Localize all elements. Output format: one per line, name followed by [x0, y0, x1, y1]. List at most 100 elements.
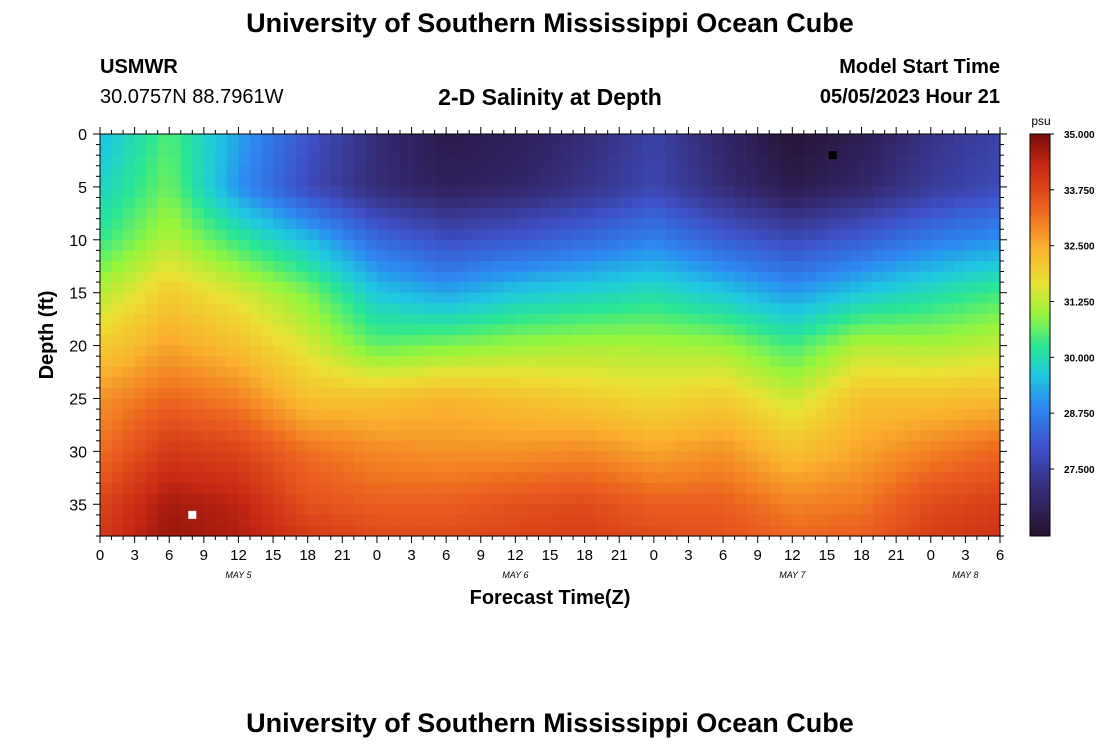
heatmap-cell [723, 292, 736, 304]
heatmap-cell [653, 239, 666, 251]
heatmap-cell [342, 451, 355, 463]
heatmap-cell [792, 303, 805, 315]
heatmap-cell [930, 356, 943, 368]
heatmap-cell [423, 345, 436, 357]
heatmap-cell [838, 229, 851, 241]
heatmap-cell [238, 366, 251, 378]
heatmap-cell [515, 260, 528, 273]
heatmap-cell [376, 208, 390, 220]
heatmap-cell [596, 366, 609, 378]
heatmap-cell [503, 176, 516, 188]
heatmap-cell [376, 250, 390, 262]
heatmap-cell [734, 419, 747, 431]
heatmap-cell [619, 387, 632, 400]
heatmap-cell [803, 239, 816, 251]
heatmap-cell [711, 419, 724, 431]
heatmap-cell [953, 218, 966, 230]
heatmap-cell [619, 514, 632, 527]
heatmap-cell [411, 176, 424, 188]
heatmap-cell [792, 398, 805, 410]
heatmap-cell [884, 186, 897, 199]
heatmap-cell [619, 208, 632, 220]
heatmap-cell [676, 165, 690, 177]
heatmap-cell [815, 409, 828, 421]
heatmap-cell [180, 155, 193, 167]
heatmap-cell [907, 335, 920, 347]
heatmap-cell [896, 186, 909, 199]
heatmap-cell [434, 345, 447, 357]
heatmap-cell [550, 218, 563, 230]
heatmap-cell [653, 303, 666, 315]
heatmap-cell [803, 472, 816, 484]
heatmap-cell [180, 208, 193, 220]
heatmap-cell [850, 250, 863, 262]
heatmap-cell [192, 144, 205, 156]
heatmap-cell [273, 218, 286, 230]
heatmap-cell [873, 176, 886, 188]
heatmap-cell [630, 345, 643, 357]
heatmap-cell [619, 271, 632, 283]
heatmap-cell [111, 366, 124, 378]
heatmap-cell [953, 260, 966, 273]
heatmap-cell [284, 366, 297, 378]
heatmap-cell [123, 366, 136, 378]
heatmap-cell [215, 271, 228, 283]
heatmap-cell [111, 134, 124, 146]
heatmap-cell [365, 239, 378, 251]
heatmap-cell [907, 303, 920, 315]
heatmap-cell [757, 483, 770, 495]
heatmap-cell [100, 409, 113, 421]
heatmap-cell [515, 176, 528, 188]
heatmap-cell [907, 186, 920, 199]
heatmap-cell [838, 483, 851, 495]
heatmap-cell [596, 356, 609, 368]
heatmap-cell [619, 504, 632, 516]
heatmap-cell [169, 197, 182, 209]
heatmap-cell [526, 218, 540, 230]
heatmap-cell [700, 250, 713, 262]
heatmap-cell [665, 144, 678, 156]
heatmap-cell [711, 165, 724, 177]
heatmap-cell [169, 504, 182, 516]
heatmap-cell [757, 356, 770, 368]
heatmap-cell [307, 186, 320, 199]
heatmap-cell [976, 345, 990, 357]
heatmap-cell [596, 134, 609, 146]
heatmap-cell [365, 271, 378, 283]
heatmap-cell [930, 398, 943, 410]
maximum-marker [188, 510, 197, 519]
heatmap-cell [584, 176, 597, 188]
heatmap-cell [215, 218, 228, 230]
heatmap-cell [400, 186, 413, 199]
heatmap-cell [676, 366, 690, 378]
heatmap-cell [469, 208, 482, 220]
heatmap-cell [953, 504, 966, 516]
heatmap-cell [550, 451, 563, 463]
heatmap-cell [469, 398, 482, 410]
heatmap-cell [561, 155, 574, 167]
heatmap-cell [192, 197, 205, 209]
heatmap-cell [100, 229, 113, 241]
heatmap-cell [942, 292, 955, 304]
heatmap-cell [700, 292, 713, 304]
heatmap-cell [388, 525, 401, 537]
heatmap-cell [434, 229, 447, 241]
heatmap-cell [780, 335, 793, 347]
heatmap-cell [642, 303, 655, 315]
heatmap-cell [469, 493, 482, 505]
heatmap-cell [307, 324, 320, 336]
heatmap-cell [250, 356, 263, 368]
heatmap-cell [584, 271, 597, 283]
heatmap-cell [250, 493, 263, 505]
heatmap-cell [838, 472, 851, 484]
heatmap-cell [642, 176, 655, 188]
heatmap-cell [757, 260, 770, 273]
heatmap-cell [353, 493, 366, 505]
heatmap-cell [653, 155, 666, 167]
heatmap-cell [538, 335, 551, 347]
heatmap-cell [146, 483, 159, 495]
heatmap-cell [711, 313, 724, 326]
heatmap-cell [953, 176, 966, 188]
heatmap-cell [226, 345, 240, 357]
heatmap-cell [261, 313, 274, 326]
